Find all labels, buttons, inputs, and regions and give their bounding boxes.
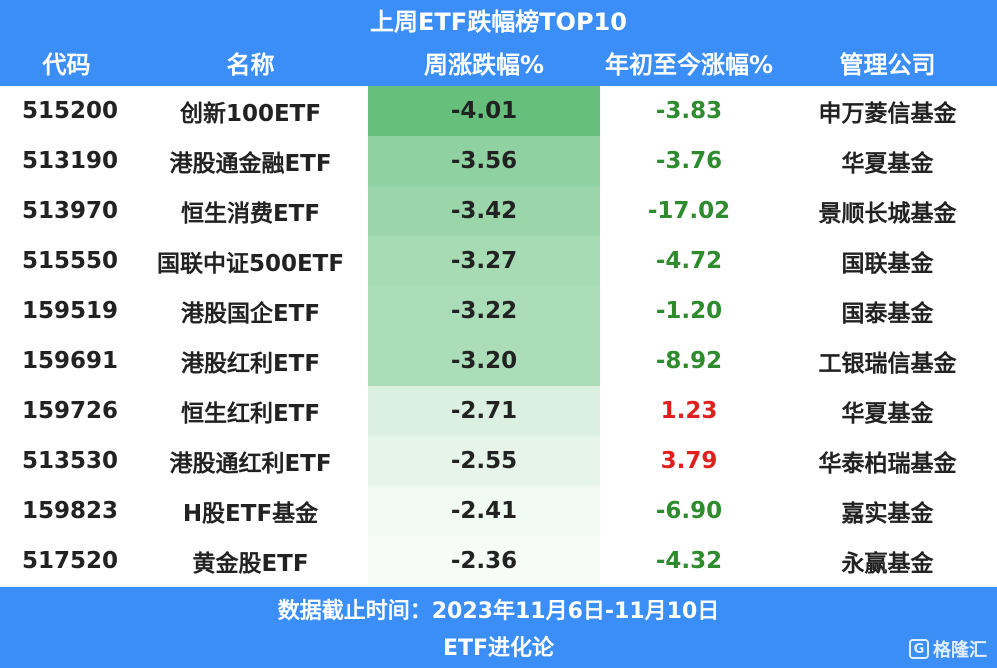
cell-company: 嘉实基金 [841,501,934,527]
data-cutoff-text: 数据截止时间：2023年11月6日-11月10日 [277,599,720,624]
cell-name: 恒生消费ETF [180,201,321,227]
header-name: 名称 [226,50,275,79]
cell-name: 港股国企ETF [180,301,321,327]
table-row: 159823 H股ETF基金 -2.41 -6.90 嘉实基金 [0,486,997,536]
cell-weekly-change: -3.27 [368,236,600,286]
cell-company: 国联基金 [841,251,934,277]
cell-company: 华夏基金 [841,401,934,427]
cell-company: 申万菱信基金 [818,101,957,127]
table-row: 515200 创新100ETF -4.01 -3.83 申万菱信基金 [0,86,997,136]
table-row: 513190 港股通金融ETF -3.56 -3.76 华夏基金 [0,136,997,186]
cell-company: 永赢基金 [841,551,934,577]
watermark: G 格隆汇 [909,636,987,662]
cell-weekly-change: -3.42 [368,186,600,236]
cell-code: 515200 [22,98,119,124]
table-row: 159519 港股国企ETF -3.22 -1.20 国泰基金 [0,286,997,336]
cell-name: 恒生红利ETF [180,401,321,427]
cell-name: 港股红利ETF [180,351,321,377]
cell-company: 国泰基金 [841,301,934,327]
table-row: 515550 国联中证500ETF -3.27 -4.72 国联基金 [0,236,997,286]
cell-weekly-change: -4.01 [368,86,600,136]
cell-code: 159823 [22,498,119,524]
cell-weekly-change: -2.55 [368,436,600,486]
header-weekly-change: 周涨跌幅% [423,50,545,79]
source-text: ETF进化论 [442,636,555,661]
table-row: 513530 港股通红利ETF -2.55 3.79 华泰柏瑞基金 [0,436,997,486]
cell-weekly-change: -3.20 [368,336,600,386]
cell-weekly-change: -3.56 [368,136,600,186]
cell-name: H股ETF基金 [182,501,319,527]
cell-company: 华泰柏瑞基金 [818,451,957,477]
cell-code: 159519 [22,298,119,324]
table-footer: 数据截止时间：2023年11月6日-11月10日 ETF进化论 G 格隆汇 [0,587,997,668]
table-body: 515200 创新100ETF -4.01 -3.83 申万菱信基金 51319… [0,86,997,586]
cell-ytd-change: -3.83 [655,98,723,124]
cell-company: 华夏基金 [841,151,934,177]
cell-weekly-change: -3.22 [368,286,600,336]
cell-code: 159691 [22,348,119,374]
cell-name: 黄金股ETF [192,551,309,577]
cell-ytd-change: -17.02 [647,198,731,224]
cell-code: 513970 [22,198,119,224]
cell-ytd-change: -1.20 [655,298,723,324]
cell-weekly-change: -2.36 [368,536,600,586]
cell-code: 513190 [22,148,119,174]
watermark-text: 格隆汇 [933,640,987,661]
cell-name: 国联中证500ETF [156,251,345,277]
cell-ytd-change: 3.79 [660,448,718,474]
table-header: 代码 名称 周涨跌幅% 年初至今涨幅% 管理公司 [0,38,997,86]
cell-name: 港股通红利ETF [169,451,332,477]
brand-logo-icon: G [909,639,929,659]
header-company: 管理公司 [839,50,936,79]
table-row: 517520 黄金股ETF -2.36 -4.32 永赢基金 [0,536,997,586]
cell-ytd-change: -8.92 [655,348,723,374]
cell-ytd-change: -6.90 [655,498,723,524]
table-row: 513970 恒生消费ETF -3.42 -17.02 景顺长城基金 [0,186,997,236]
cell-name: 港股通金融ETF [169,151,332,177]
cell-code: 515550 [22,248,119,274]
cell-company: 工银瑞信基金 [818,351,957,377]
cell-ytd-change: -4.72 [655,248,723,274]
cell-ytd-change: -4.32 [655,548,723,574]
header-ytd-change: 年初至今涨幅% [604,50,774,79]
cell-code: 513530 [22,448,119,474]
cell-company: 景顺长城基金 [818,201,957,227]
header-code: 代码 [42,50,91,79]
cell-code: 517520 [22,548,119,574]
table-row: 159726 恒生红利ETF -2.71 1.23 华夏基金 [0,386,997,436]
cell-name: 创新100ETF [179,101,322,127]
cell-weekly-change: -2.71 [368,386,600,436]
cell-ytd-change: 1.23 [660,398,718,424]
table-row: 159691 港股红利ETF -3.20 -8.92 工银瑞信基金 [0,336,997,386]
cell-weekly-change: -2.41 [368,486,600,536]
table-title: 上周ETF跌幅榜TOP10 [0,0,997,38]
cell-code: 159726 [22,398,119,424]
cell-ytd-change: -3.76 [655,148,723,174]
